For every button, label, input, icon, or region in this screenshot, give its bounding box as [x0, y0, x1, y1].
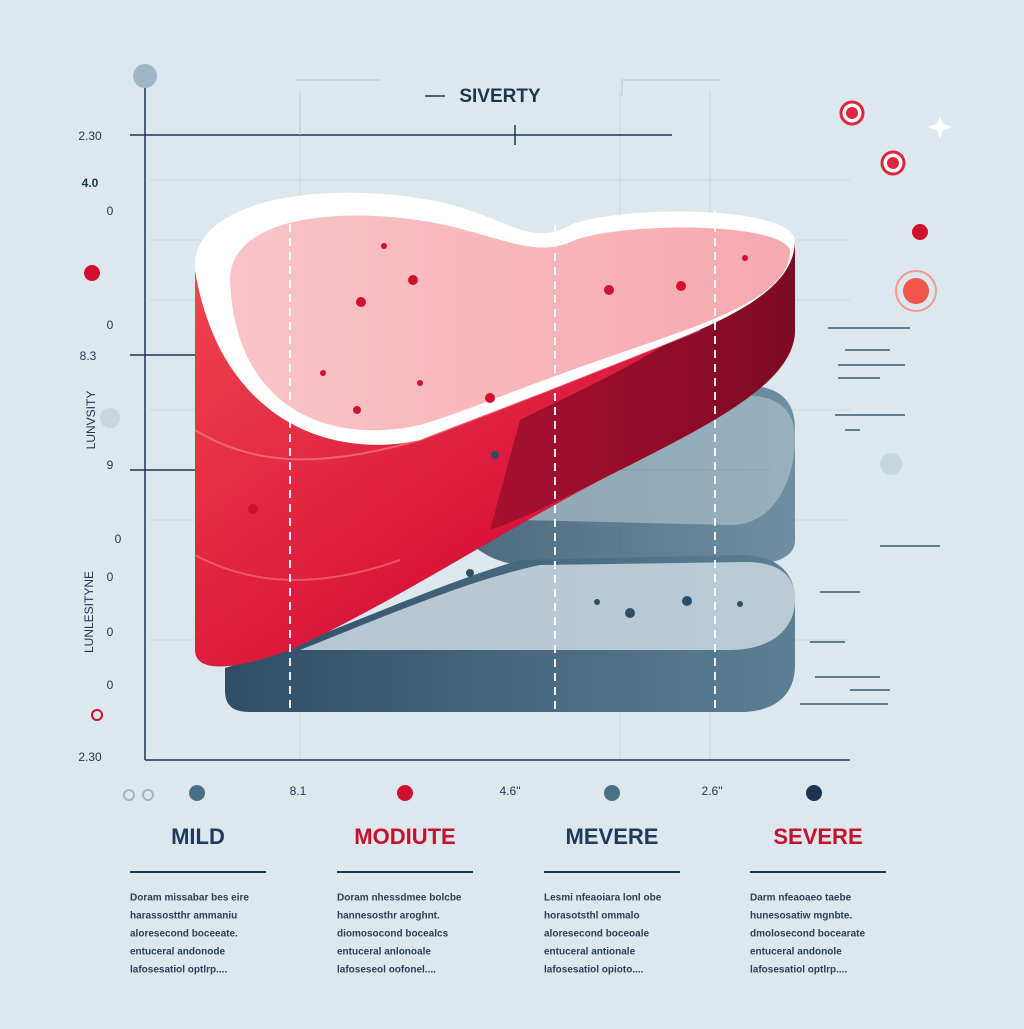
bottom-label: 4.6" — [500, 784, 521, 798]
column-heading: MODIUTE — [354, 824, 455, 849]
column-text: horasotsthl ommalo — [544, 911, 640, 922]
column-text: lafosesatiol opioto.... — [544, 965, 644, 976]
columns: MILD Doram missabar bes eire harassostthr … — [130, 824, 886, 976]
column-text: diomosocond bocealcs — [337, 929, 449, 940]
labels: 2.30 4.0 0 0 8.3 9 0 0 0 0 2.30 LUNVSITY LUNLESITYNE… — [78, 129, 722, 798]
column-text: harassostthr ammaniu — [130, 911, 237, 922]
column-text: Lesmi nfeaoiara lonl obe — [544, 893, 662, 904]
axis-label: 2.30 — [78, 750, 102, 764]
column: MEVERE Lesmi nfeaoiara lonl obe horasotsth… — [544, 824, 680, 976]
column-text: aloresecond boceeate. — [130, 929, 238, 940]
axis-label: 0 — [107, 204, 114, 218]
column-text: entuceral andonole — [750, 947, 842, 958]
bottom-label: 2.6" — [702, 784, 723, 798]
column-text: lafosesatiol optlrp.... — [130, 965, 227, 976]
column-text: hunesosatiw mgnbte. — [750, 911, 852, 922]
axis-label: 0 — [107, 570, 114, 584]
axis-title: LUNLESITYNE — [82, 571, 96, 653]
column-text: entuceral andonode — [130, 947, 225, 958]
axis-label: 8.3 — [80, 349, 97, 363]
column: SEVERE Darm nfeaoaeo taebe hunesosatiw mgn… — [750, 824, 886, 976]
column-text: aloresecond boceoale — [544, 929, 649, 940]
column-heading: MEVERE — [566, 824, 659, 849]
axis-label: 0 — [115, 532, 122, 546]
column: MODIUTE Doram nhessdmee bolcbe hannesosthr… — [337, 824, 473, 976]
column-text: lafoseseol oofonel.... — [337, 965, 436, 976]
column-text: Darm nfeaoaeo taebe — [750, 893, 852, 904]
decorations — [84, 64, 952, 801]
column-text: dmolosecond bocearate — [750, 929, 865, 940]
column-text: entuceral antionale — [544, 947, 636, 958]
axis-label: 9 — [107, 458, 114, 472]
column-heading: MILD — [171, 824, 225, 849]
column-text: Doram nhessdmee bolcbe — [337, 893, 462, 904]
dashed-lines — [289, 210, 716, 712]
axis-title: LUNVSITY — [84, 391, 98, 450]
axis-label: 4.0 — [82, 176, 99, 190]
axis-label: 0 — [107, 678, 114, 692]
column-text: Doram missabar bes eire — [130, 893, 249, 904]
column-text: entuceral anlonoale — [337, 947, 431, 958]
column: MILD Doram missabar bes eire harassostthr … — [130, 824, 266, 976]
gray-dots — [466, 451, 743, 618]
column-text: hannesosthr aroghnt. — [337, 911, 440, 922]
bottom-label: 8.1 — [290, 784, 307, 798]
column-text: lafosesatiol optlrp.... — [750, 965, 847, 976]
column-heading: SEVERE — [773, 824, 862, 849]
title: SIVERTY — [459, 86, 541, 107]
axis-label: 0 — [107, 318, 114, 332]
axis-label: 0 — [107, 625, 114, 639]
axis-label: 2.30 — [78, 129, 102, 143]
